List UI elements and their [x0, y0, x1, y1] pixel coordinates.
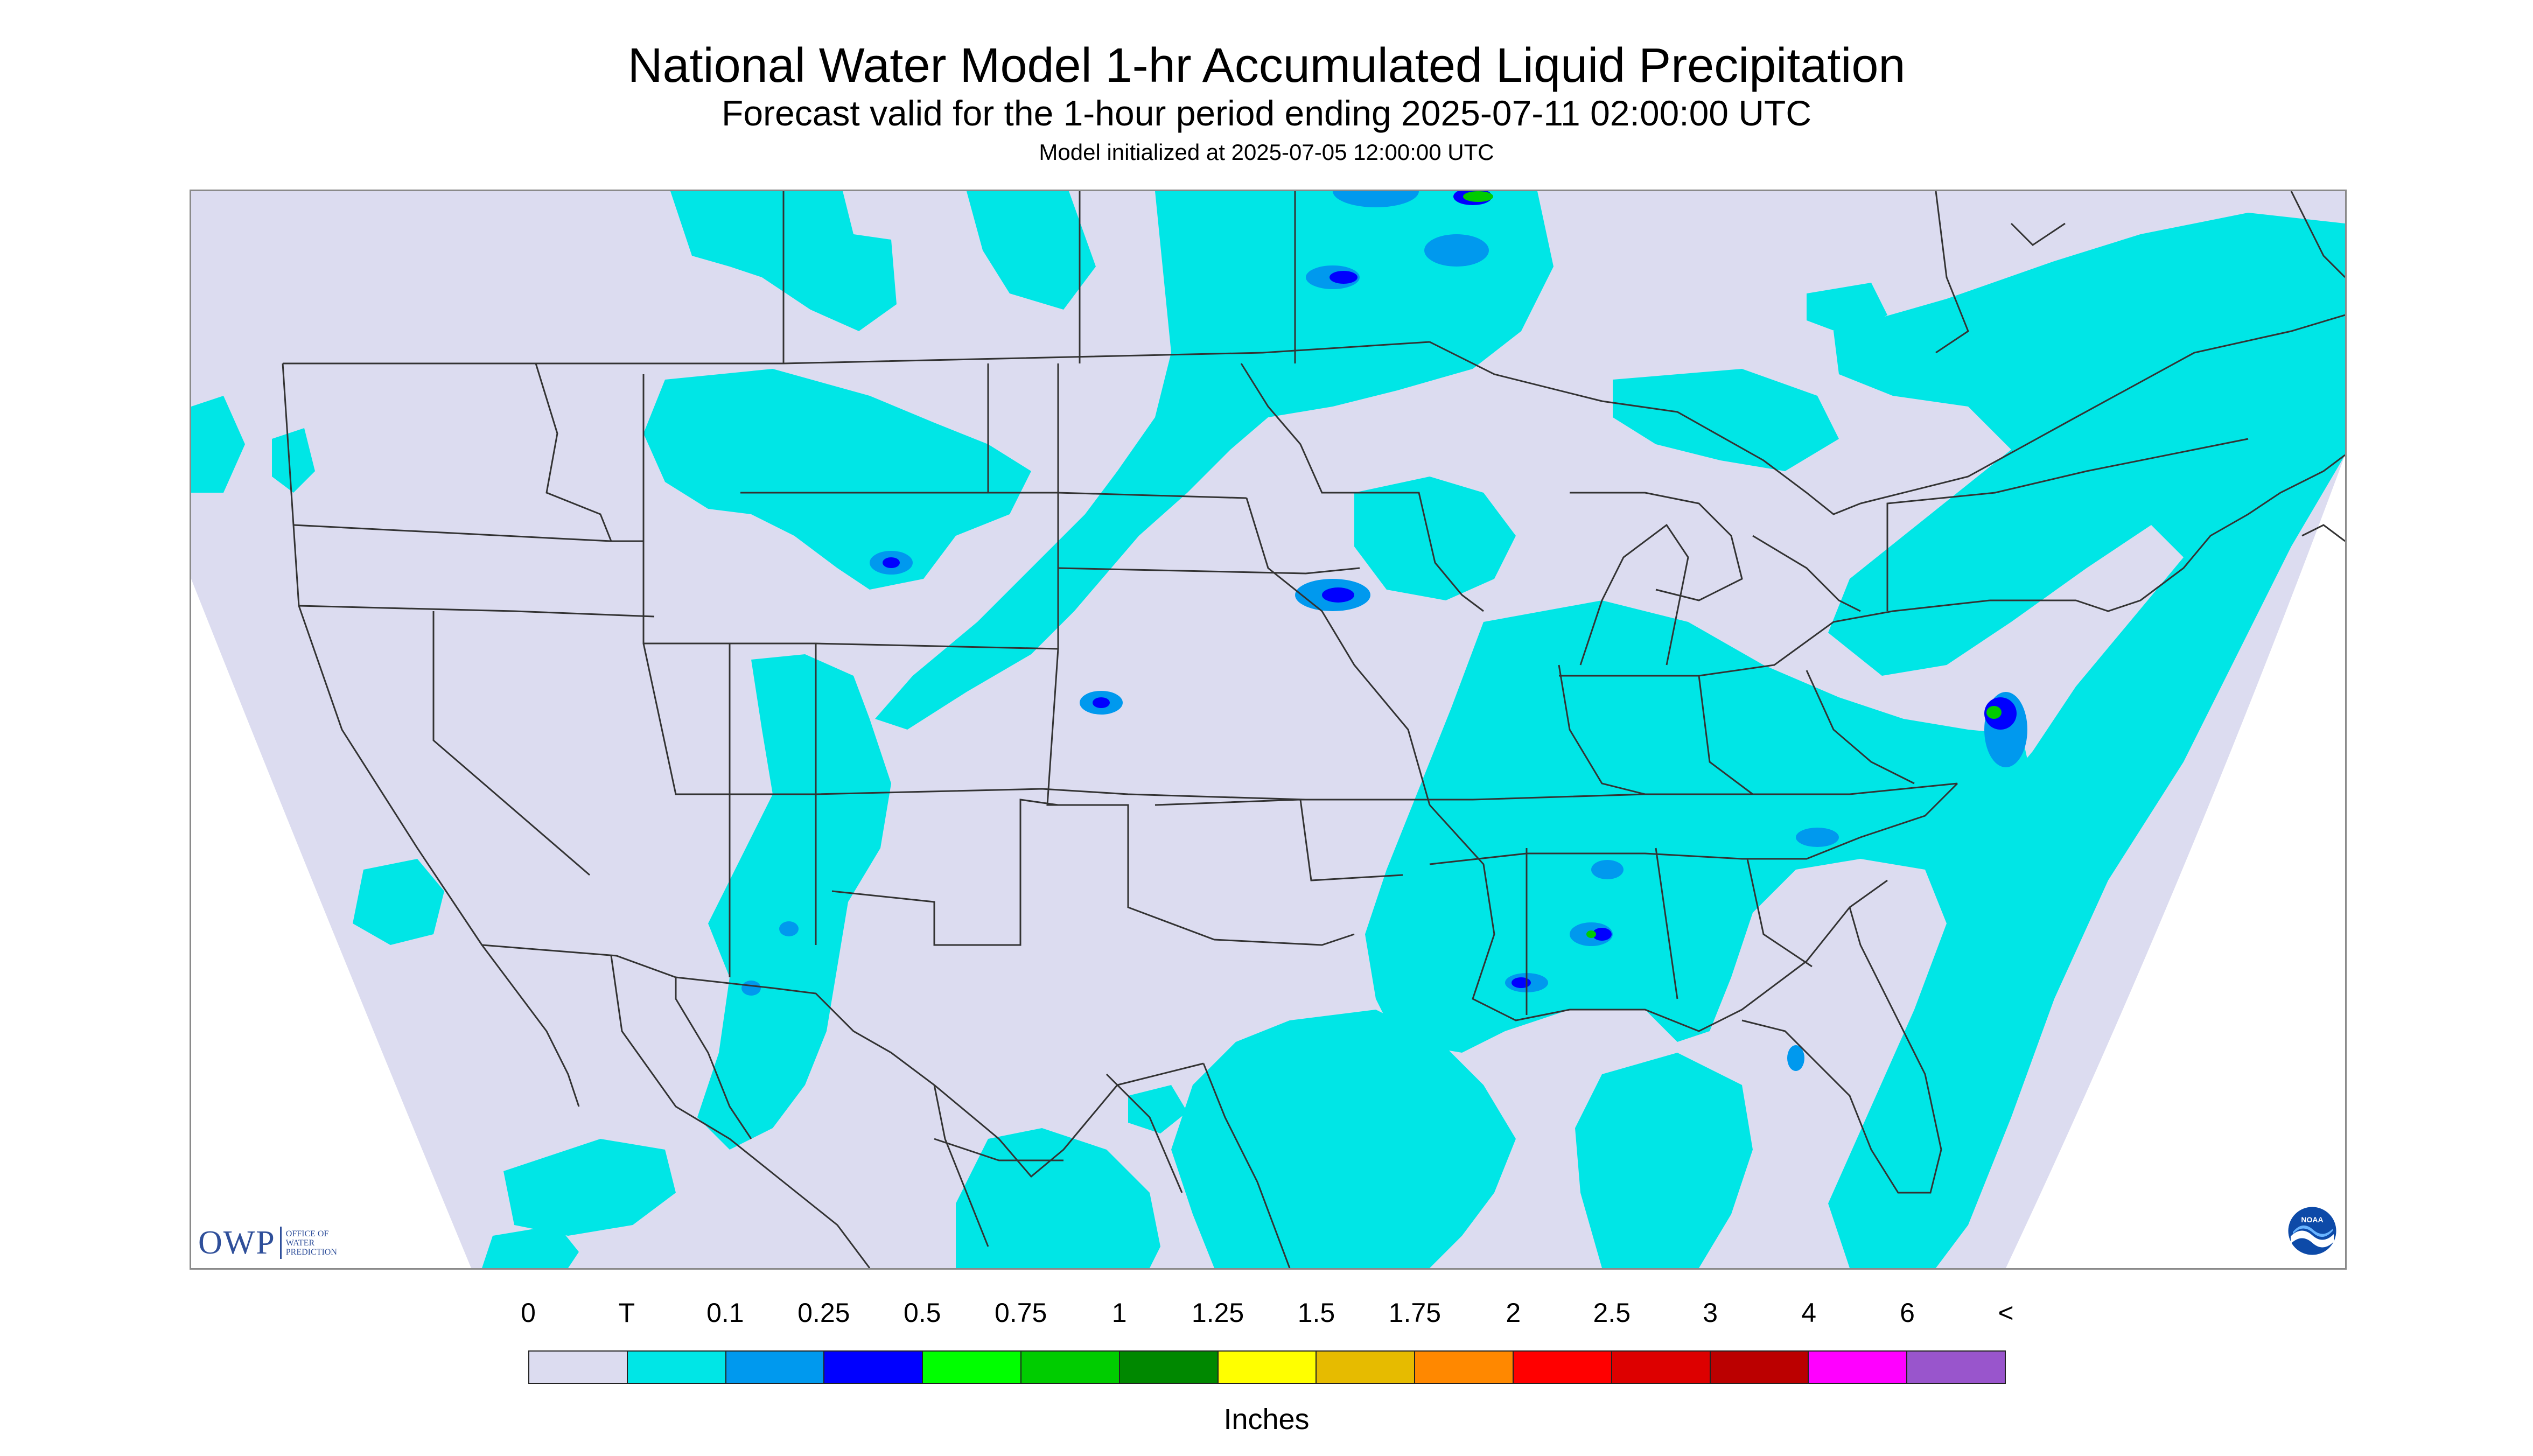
legend-swatch	[1414, 1350, 1514, 1384]
legend-swatch	[922, 1350, 1021, 1384]
legend-swatch	[1020, 1350, 1120, 1384]
political-boundaries	[282, 191, 2345, 1268]
map-title: National Water Model 1-hr Accumulated Li…	[627, 39, 1906, 93]
legend-label: 1	[1111, 1298, 1127, 1328]
legend-swatch	[1316, 1350, 1416, 1384]
legend-label: 3	[1703, 1298, 1718, 1328]
legend-swatch	[1808, 1350, 1908, 1384]
legend-colorbar	[528, 1350, 2006, 1384]
legend-label: T	[618, 1298, 635, 1328]
legend-swatch	[1906, 1350, 2006, 1384]
legend-label: 2	[1506, 1298, 1521, 1328]
legend-swatch	[1512, 1350, 1612, 1384]
legend-swatch	[1217, 1350, 1317, 1384]
owp-logo: OWP OFFICE OF WATER PREDICTION	[198, 1221, 337, 1264]
legend-label: 0.75	[994, 1298, 1047, 1328]
legend-label: 2.5	[1593, 1298, 1631, 1328]
owp-logo-mark: OWP	[198, 1224, 276, 1261]
precipitation-map	[190, 190, 2347, 1270]
heavy-rain-spots	[1463, 191, 2002, 938]
map-subtitle: Forecast valid for the 1-hour period end…	[722, 93, 1811, 133]
legend-swatch	[1118, 1350, 1219, 1384]
legend-label: 0.1	[706, 1298, 744, 1328]
legend-label: 4	[1801, 1298, 1817, 1328]
svg-text:NOAA: NOAA	[2301, 1215, 2323, 1224]
map-canvas	[191, 191, 2345, 1268]
legend-label: 0.5	[903, 1298, 941, 1328]
legend-swatch	[528, 1350, 628, 1384]
legend-swatch	[725, 1350, 825, 1384]
legend-label: 1.75	[1388, 1298, 1442, 1328]
legend-label: 0.25	[797, 1298, 850, 1328]
legend-label: 0	[521, 1298, 536, 1328]
trace-precipitation-areas	[191, 191, 2345, 1268]
legend-swatch	[1611, 1350, 1711, 1384]
legend-swatch	[823, 1350, 923, 1384]
noaa-logo: NOAA	[2286, 1205, 2338, 1257]
legend-label: 1.5	[1297, 1298, 1335, 1328]
owp-logo-text: OFFICE OF WATER PREDICTION	[285, 1229, 337, 1257]
owp-logo-divider	[279, 1227, 282, 1259]
legend-label: 6	[1900, 1298, 1915, 1328]
legend-labels: 0 T 0.1 0.25 0.5 0.75 1 1.25 1.5 1.75 2 2.5 3 4 6 <	[0, 1297, 2533, 1334]
legend-swatch	[1709, 1350, 1809, 1384]
legend-swatch	[626, 1350, 726, 1384]
legend-units: Inches	[1223, 1403, 1310, 1436]
model-init-time: Model initialized at 2025-07-05 12:00:00…	[1039, 139, 1494, 165]
legend-label: 1.25	[1191, 1298, 1244, 1328]
legend-label: <	[1998, 1298, 2014, 1328]
